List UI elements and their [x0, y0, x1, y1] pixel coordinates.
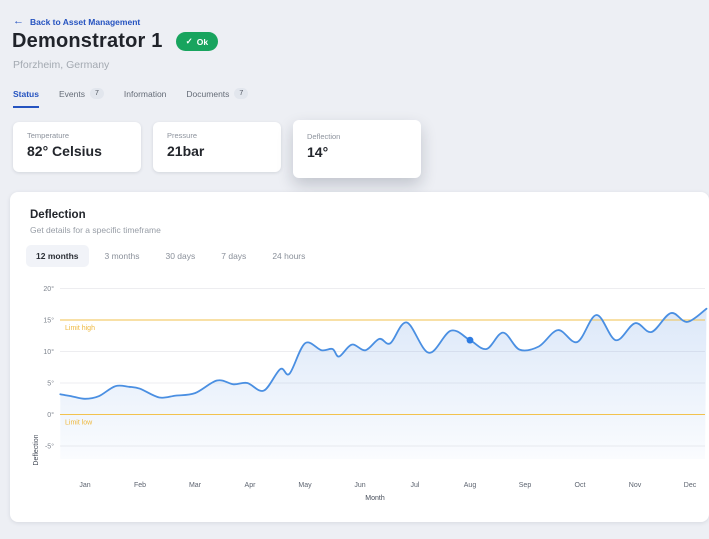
- y-tick-label: 5°: [47, 380, 54, 388]
- tab-bar: Status Events 7 Information Documents 7: [13, 88, 249, 108]
- events-count-badge: 7: [89, 88, 104, 99]
- timeframe-30-days-button[interactable]: 30 days: [155, 245, 205, 267]
- asset-location: Pforzheim, Germany: [13, 59, 110, 71]
- chart-title: Deflection: [30, 209, 86, 221]
- pressure-label: Pressure: [167, 131, 198, 140]
- x-tick-label: Mar: [189, 482, 202, 489]
- y-tick-label: 20°: [43, 285, 54, 293]
- deflection-label: Deflection: [307, 132, 341, 141]
- timeframe-7-days-button[interactable]: 7 days: [211, 245, 256, 267]
- back-arrow-icon: ←: [13, 15, 24, 27]
- timeframe-3-months-button[interactable]: 3 months: [95, 245, 150, 267]
- y-tick-label: 0°: [47, 411, 54, 419]
- x-tick-label: Apr: [245, 482, 257, 489]
- y-axis-title: Deflection: [33, 434, 40, 465]
- check-icon: ✓: [185, 36, 193, 46]
- timeframe-selector: 12 months 3 months 30 days 7 days 24 hou…: [26, 245, 315, 267]
- asset-header: Demonstrator 1 ✓ Ok: [12, 30, 219, 53]
- x-tick-label: Aug: [464, 482, 477, 489]
- pressure-card[interactable]: Pressure 21bar: [153, 122, 281, 172]
- tab-status-label: Status: [13, 88, 39, 99]
- deflection-series-line: [59, 307, 708, 400]
- chart-subtitle: Get details for a specific timeframe: [30, 225, 161, 235]
- metric-cards-row: Temperature 82° Celsius Pressure 21bar D…: [13, 120, 421, 178]
- documents-count-badge: 7: [234, 88, 249, 99]
- x-tick-label: May: [298, 482, 312, 489]
- temperature-value: 82° Celsius: [27, 143, 102, 159]
- series-area-fill: [60, 308, 707, 459]
- deflection-line-chart: 20° 15° 10° 5° 0° -5° Limit high Limit low Jan Fe…: [33, 285, 708, 502]
- x-tick-label: Feb: [134, 482, 146, 489]
- tab-events[interactable]: Events 7: [59, 88, 104, 108]
- deflection-value: 14°: [307, 144, 329, 160]
- deflection-card[interactable]: Deflection 14°: [293, 120, 421, 178]
- y-tick-label: -5°: [45, 443, 54, 451]
- chart-marker-point[interactable]: [466, 336, 474, 344]
- tab-documents[interactable]: Documents 7: [186, 88, 249, 108]
- status-badge-label: Ok: [196, 36, 209, 47]
- y-tick-label: 10°: [43, 348, 54, 356]
- x-tick-label: Sep: [519, 482, 532, 489]
- status-badge: ✓ Ok: [175, 32, 219, 51]
- x-tick-label: Nov: [629, 482, 642, 489]
- x-tick-label: Dec: [684, 482, 697, 489]
- deflection-chart-panel: Deflection Get details for a specific ti…: [10, 192, 709, 522]
- x-tick-label: Jun: [354, 482, 365, 489]
- tab-information-label: Information: [123, 88, 167, 99]
- tab-information[interactable]: Information: [124, 88, 167, 108]
- x-tick-label: Jan: [79, 482, 90, 489]
- x-tick-label: Jul: [411, 482, 420, 489]
- limit-low-label: Limit low: [65, 420, 93, 427]
- y-tick-label: 15°: [43, 317, 54, 325]
- temperature-label: Temperature: [27, 131, 70, 140]
- timeframe-12-months-button[interactable]: 12 months: [26, 245, 89, 267]
- page-title: Demonstrator 1: [12, 30, 163, 52]
- timeframe-24-hours-button[interactable]: 24 hours: [262, 245, 315, 267]
- tab-documents-label: Documents: [186, 88, 230, 99]
- limit-high-label: Limit high: [65, 325, 95, 332]
- tab-status[interactable]: Status: [13, 88, 39, 108]
- tab-events-label: Events: [58, 88, 85, 99]
- pressure-value: 21bar: [167, 143, 205, 159]
- back-link-label: Back to Asset Management: [30, 16, 141, 27]
- x-axis-title: Month: [365, 495, 385, 502]
- back-to-asset-management-link[interactable]: ← Back to Asset Management: [13, 16, 140, 27]
- x-tick-label: Oct: [575, 482, 586, 489]
- temperature-card[interactable]: Temperature 82° Celsius: [13, 122, 141, 172]
